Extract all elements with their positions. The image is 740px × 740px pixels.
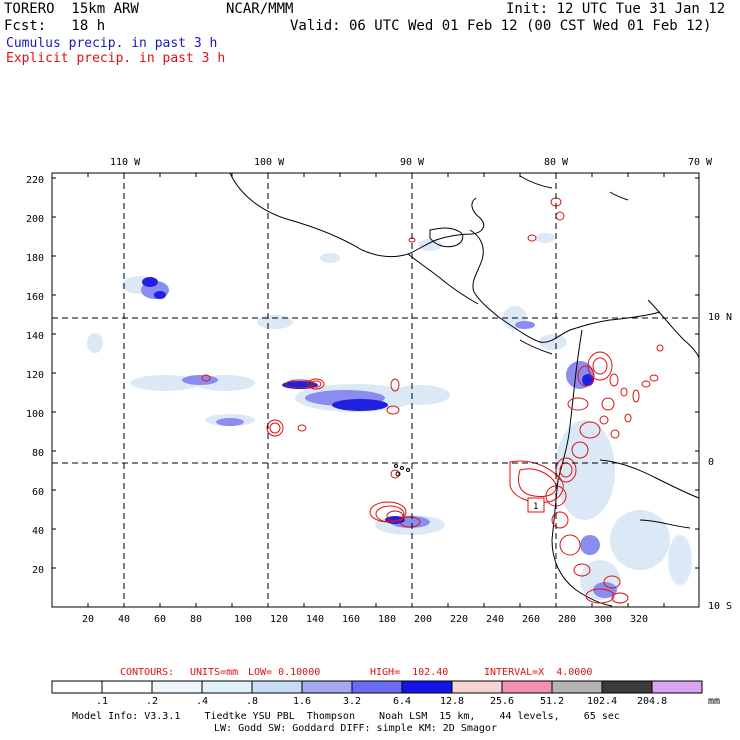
x-tick: 240 bbox=[486, 614, 505, 625]
lon-label-110w: 110 W bbox=[110, 157, 141, 168]
lon-label-70w: 70 W bbox=[688, 157, 713, 168]
x-tick: 220 bbox=[450, 614, 469, 625]
organization-label: NCAR/MMM bbox=[226, 1, 294, 17]
high-marker-label: 1 bbox=[533, 502, 538, 512]
y-tick: 100 bbox=[26, 409, 45, 420]
init-time: Init: 12 UTC Tue 31 Jan 12 bbox=[506, 1, 726, 17]
colorbar-swatch bbox=[601, 680, 653, 694]
high-marker-box bbox=[527, 497, 545, 513]
explicit-contours bbox=[201, 197, 664, 604]
colorbar-swatch bbox=[301, 680, 353, 694]
y-tick: 160 bbox=[26, 292, 45, 303]
y-tick: 180 bbox=[26, 253, 45, 264]
lon-label-80w: 80 W bbox=[544, 157, 569, 168]
cumulus-field-label: Cumulus precip. in past 3 h bbox=[6, 36, 218, 51]
colorbar-swatch bbox=[201, 680, 253, 694]
x-tick: 80 bbox=[190, 614, 203, 625]
galapagos-islands bbox=[394, 464, 410, 477]
y-tick: 80 bbox=[32, 448, 45, 459]
lat-label-10s: 10 S bbox=[708, 601, 733, 612]
lat-label-equator: 0 bbox=[708, 457, 715, 468]
colorbar bbox=[51, 680, 703, 694]
colorbar-swatch bbox=[401, 680, 453, 694]
y-tick: 40 bbox=[32, 526, 45, 537]
colorbar-label: 25.6 bbox=[490, 696, 515, 707]
colorbar-swatch bbox=[151, 680, 203, 694]
contour-units: UNITS=mm bbox=[190, 667, 239, 678]
colorbar-swatch bbox=[51, 680, 103, 694]
model-info-line2: LW: Godd SW: Goddard DIFF: simple KM: 2D… bbox=[214, 723, 497, 734]
x-tick: 20 bbox=[82, 614, 95, 625]
contour-title: CONTOURS: bbox=[120, 667, 175, 678]
colorbar-label: .2 bbox=[146, 696, 159, 707]
x-tick: 260 bbox=[522, 614, 541, 625]
lon-label-90w: 90 W bbox=[400, 157, 425, 168]
colorbar-label: 204.8 bbox=[637, 696, 668, 707]
colorbar-swatch bbox=[251, 680, 303, 694]
explicit-field-label: Explicit precip. in past 3 h bbox=[6, 51, 226, 66]
lon-label-100w: 100 W bbox=[254, 157, 285, 168]
y-tick: 20 bbox=[32, 565, 45, 576]
forecast-hour: Fcst: 18 h bbox=[4, 18, 106, 34]
cumulus-medium-shading bbox=[141, 281, 617, 598]
y-tick: 200 bbox=[26, 214, 45, 225]
y-tick: 220 bbox=[26, 175, 45, 186]
x-tick: 280 bbox=[558, 614, 577, 625]
coastlines bbox=[229, 173, 699, 607]
colorbar-label: 6.4 bbox=[393, 696, 412, 707]
contour-high: HIGH= 102.40 bbox=[370, 667, 449, 678]
colorbar-swatch bbox=[501, 680, 553, 694]
colorbar-swatch bbox=[351, 680, 403, 694]
x-tick: 60 bbox=[154, 614, 167, 625]
x-tick: 100 bbox=[234, 614, 253, 625]
map-content bbox=[52, 173, 699, 607]
colorbar-label: 102.4 bbox=[587, 696, 618, 707]
y-tick: 120 bbox=[26, 370, 45, 381]
colorbar-label: .4 bbox=[196, 696, 209, 707]
colorbar-label: 1.6 bbox=[293, 696, 312, 707]
colorbar-label: .1 bbox=[96, 696, 109, 707]
x-tick: 300 bbox=[594, 614, 613, 625]
x-tick: 140 bbox=[306, 614, 325, 625]
colorbar-label: 3.2 bbox=[343, 696, 362, 707]
lat-lon-grid bbox=[52, 173, 699, 607]
y-tick: 140 bbox=[26, 331, 45, 342]
colorbar-swatch bbox=[451, 680, 503, 694]
x-tick: 160 bbox=[342, 614, 361, 625]
lat-label-10n: 10 N bbox=[708, 312, 733, 323]
colorbar-swatch bbox=[551, 680, 603, 694]
x-tick: 120 bbox=[270, 614, 289, 625]
colorbar-label: .8 bbox=[246, 696, 259, 707]
model-title: TORERO 15km ARW bbox=[4, 1, 139, 17]
x-tick: 40 bbox=[118, 614, 131, 625]
x-tick: 180 bbox=[378, 614, 397, 625]
colorbar-swatch bbox=[651, 680, 703, 694]
colorbar-unit: mm bbox=[708, 696, 721, 707]
colorbar-swatch bbox=[101, 680, 153, 694]
contour-interval: INTERVAL=X 4.0000 bbox=[484, 667, 593, 678]
contour-low: LOW= 0.10000 bbox=[248, 667, 321, 678]
valid-time: Valid: 06 UTC Wed 01 Feb 12 (00 CST Wed … bbox=[290, 18, 712, 34]
model-info-line1: Model Info: V3.3.1 Tiedtke YSU PBL Thomp… bbox=[72, 711, 620, 722]
colorbar-label: 12.8 bbox=[440, 696, 465, 707]
x-tick: 320 bbox=[630, 614, 649, 625]
colorbar-label: 51.2 bbox=[540, 696, 565, 707]
x-tick: 200 bbox=[414, 614, 433, 625]
y-tick: 60 bbox=[32, 487, 45, 498]
frame-ticks bbox=[51, 173, 699, 608]
